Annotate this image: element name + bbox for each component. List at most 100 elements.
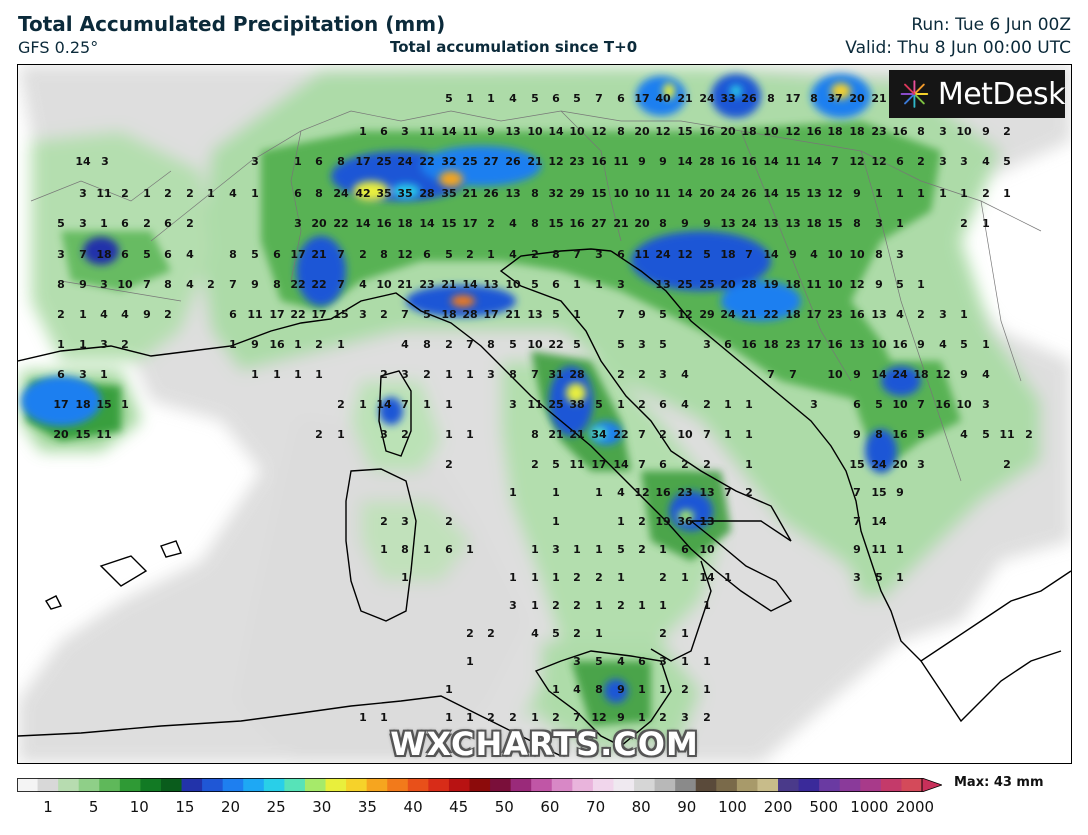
precip-value-label: 7 [531,368,539,381]
precip-value-label: 2 [1003,458,1011,471]
precip-value-label: 22 [290,278,305,291]
precip-value-label: 1 [703,683,711,696]
precip-value-label: 14 [548,125,564,138]
precip-value-label: 4 [509,92,517,105]
precip-value-label: 17 [634,92,649,105]
precip-value-label: 2 [703,711,711,724]
precip-value-label: 10 [376,278,392,291]
precip-value-label: 2 [487,627,495,640]
precip-value-label: 17 [806,338,821,351]
precip-value-label: 8 [487,338,495,351]
precip-value-label: 7 [79,248,87,261]
precip-value-label: 4 [100,308,108,321]
precip-value-label: 2 [380,368,388,381]
colorbar-swatch [304,778,327,792]
precip-value-label: 12 [849,278,864,291]
precip-value-label: 1 [681,655,689,668]
precip-value-label: 40 [655,92,671,105]
precip-value-label: 14 [763,155,779,168]
colorbar-tick-label: 30 [312,798,332,816]
precip-value-label: 1 [681,627,689,640]
precip-value-label: 26 [741,187,757,200]
precip-value-label: 18 [849,125,864,138]
precipitation-map[interactable]: 14 3 3 11 2 1 2 2 1 4 1 5 3 1 6 2 6 2 3 7 18 6 5 6 4 8 5 6 17 21 7 2 8 12… [17,64,1072,764]
colorbar-swatch [613,778,635,792]
precip-value-label: 24 [741,217,757,230]
precip-value-label: 6 [681,543,689,556]
precip-value-label: 5 [552,308,560,321]
precip-value-label: 1 [294,368,302,381]
precip-value-label: 18 [75,398,90,411]
precip-value-label: 16 [935,398,951,411]
precip-value-label: 16 [376,217,392,230]
precip-value-label: 15 [548,217,563,230]
precip-value-label: 5 [617,543,625,556]
precip-value-label: 14 [763,187,779,200]
precip-value-label: 13 [505,125,520,138]
precip-value-label: 1 [531,543,539,556]
precip-value-label: 14 [699,571,715,584]
precip-value-label: 9 [917,338,925,351]
precip-value-label: 5 [531,278,539,291]
precip-value-label: 13 [785,217,800,230]
precip-value-label: 7 [724,486,732,499]
precip-value-label: 18 [763,338,778,351]
precip-value-label: 1 [423,398,431,411]
precip-value-label: 6 [121,217,129,230]
precip-value-label: 1 [445,428,453,441]
precip-value-label: 1 [573,308,581,321]
precip-value-label: 6 [273,248,281,261]
precip-value-label: 16 [806,125,822,138]
precip-value-label: 3 [875,217,883,230]
precip-value-label: 9 [982,125,990,138]
precip-value-label: 1 [337,428,345,441]
precip-value-label: 2 [617,368,625,381]
colorbar-swatch [778,778,800,792]
colorbar-tick-label: 5 [88,798,99,816]
precip-value-label: 8 [401,543,409,556]
precip-value-label: 10 [527,338,543,351]
precip-value-label: 7 [917,398,925,411]
precip-value-label: 24 [720,187,736,200]
precip-value-label: 6 [853,398,861,411]
colorbar-swatch [695,778,717,792]
precip-value-label: 4 [531,627,539,640]
precip-value-label: 2 [617,599,625,612]
precip-value-label: 7 [617,308,625,321]
precip-value-label: 1 [79,338,87,351]
colorbar-swatch [716,778,738,792]
precip-value-label: 6 [315,155,323,168]
colorbar-swatch [387,778,409,792]
precip-value-label: 3 [573,655,581,668]
precip-value-label: 18 [785,308,800,321]
precip-value-label: 15 [677,125,692,138]
precip-value-label: 28 [569,368,584,381]
precip-value-label: 7 [229,278,237,291]
precip-value-label: 21 [505,308,520,321]
colorbar-swatch [757,778,779,792]
precip-value-label: 12 [677,248,692,261]
colorbar-tick-label: 40 [403,798,423,816]
precip-value-label: 17 [591,458,606,471]
precip-value-label: 11 [527,398,542,411]
precip-value-label: 1 [466,428,474,441]
precip-value-label: 9 [853,428,861,441]
precip-value-label: 2 [659,627,667,640]
precip-value-label: 5 [1003,155,1011,168]
precip-value-label: 9 [251,338,259,351]
precip-value-label: 12 [397,248,412,261]
precip-value-label: 8 [531,428,539,441]
precip-value-label: 17 [290,248,305,261]
precip-value-label: 2 [445,338,453,351]
precip-value-label: 1 [939,187,947,200]
precip-value-label: 2 [164,187,172,200]
precip-value-label: 17 [311,308,326,321]
coastlines [18,248,1071,757]
precip-value-label: 13 [699,515,714,528]
precip-value-label: 16 [591,155,607,168]
precip-value-label: 1 [960,308,968,321]
precip-value-label: 4 [896,308,904,321]
precip-value-label: 21 [527,155,542,168]
precip-value-label: 9 [659,155,667,168]
precip-value-label: 1 [315,368,323,381]
